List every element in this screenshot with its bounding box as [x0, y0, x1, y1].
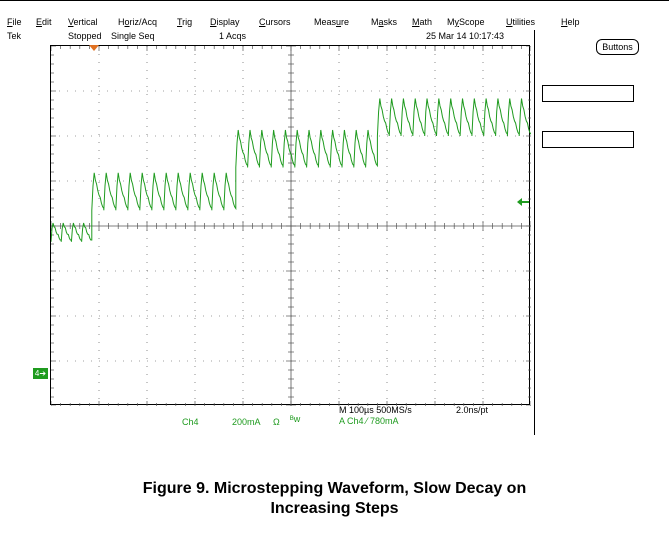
menu-horiz-acq[interactable]: Horiz/Acq — [118, 17, 158, 27]
side-readout-box-1 — [542, 85, 634, 102]
menu-math[interactable]: Math — [412, 17, 433, 27]
trigger-position-icon — [89, 45, 99, 51]
menu-masks[interactable]: Masks — [371, 17, 398, 27]
menu-help[interactable]: Help — [561, 17, 580, 27]
caption-line-1: Figure 9. Microstepping Waveform, Slow D… — [142, 480, 527, 497]
coupling-readout: Ω — [273, 417, 280, 427]
side-readout-box-2 — [542, 131, 634, 148]
resolution-readout: 2.0ns/pt — [456, 405, 489, 415]
menu-trig[interactable]: Trig — [177, 17, 193, 27]
brand-label: Tek — [7, 31, 22, 41]
timebase-readout: M 100µs 500MS/s — [339, 405, 412, 415]
oscilloscope-window: File Edit Vertical Horiz/Acq Trig Displa… — [0, 0, 669, 435]
trigger-readout-text: A Ch4 ⁄ 780mA — [339, 416, 399, 426]
acquisition-state: Stopped — [68, 31, 102, 41]
graticule-grid — [50, 45, 532, 407]
caption-line-2: Increasing Steps — [270, 500, 399, 517]
bandwidth-readout: ᴮw — [290, 414, 301, 424]
trigger-readout: A Ch4 ⁄ 780mA — [339, 416, 399, 426]
menu-measure[interactable]: Measure — [314, 17, 350, 27]
vertical-scale-readout: 200mA — [232, 417, 261, 427]
waveform-plot — [50, 45, 532, 407]
channel-readout: Ch4 — [182, 417, 199, 427]
buttons-toggle-button[interactable]: Buttons — [596, 39, 639, 55]
channel-marker-label: 4 — [34, 369, 40, 378]
menu-display[interactable]: Display — [210, 17, 240, 27]
menu-cursors[interactable]: Cursors — [259, 17, 291, 27]
menu-edit[interactable]: Edit — [36, 17, 52, 27]
menu-file[interactable]: File — [7, 17, 22, 27]
waveform-graticule — [50, 45, 532, 407]
trigger-level-icon — [517, 198, 529, 206]
menu-utilities[interactable]: Utilities — [506, 17, 536, 27]
acquisition-count: 1 Acqs — [219, 31, 247, 41]
display-right-border — [534, 30, 535, 435]
acquisition-mode: Single Seq — [111, 31, 155, 41]
ch4-trace-layer — [50, 98, 532, 242]
channel-4-ground-marker[interactable]: 4➔ — [33, 368, 48, 379]
menu-myscope[interactable]: MyScope — [447, 17, 485, 27]
menu-vertical[interactable]: Vertical — [68, 17, 98, 27]
figure-caption: Figure 9. Microstepping Waveform, Slow D… — [0, 479, 669, 519]
menu-bar: File Edit Vertical Horiz/Acq Trig Displa… — [0, 0, 669, 31]
ch4-waveform-trace — [50, 98, 532, 242]
timestamp: 25 Mar 14 10:17:43 — [426, 31, 505, 41]
